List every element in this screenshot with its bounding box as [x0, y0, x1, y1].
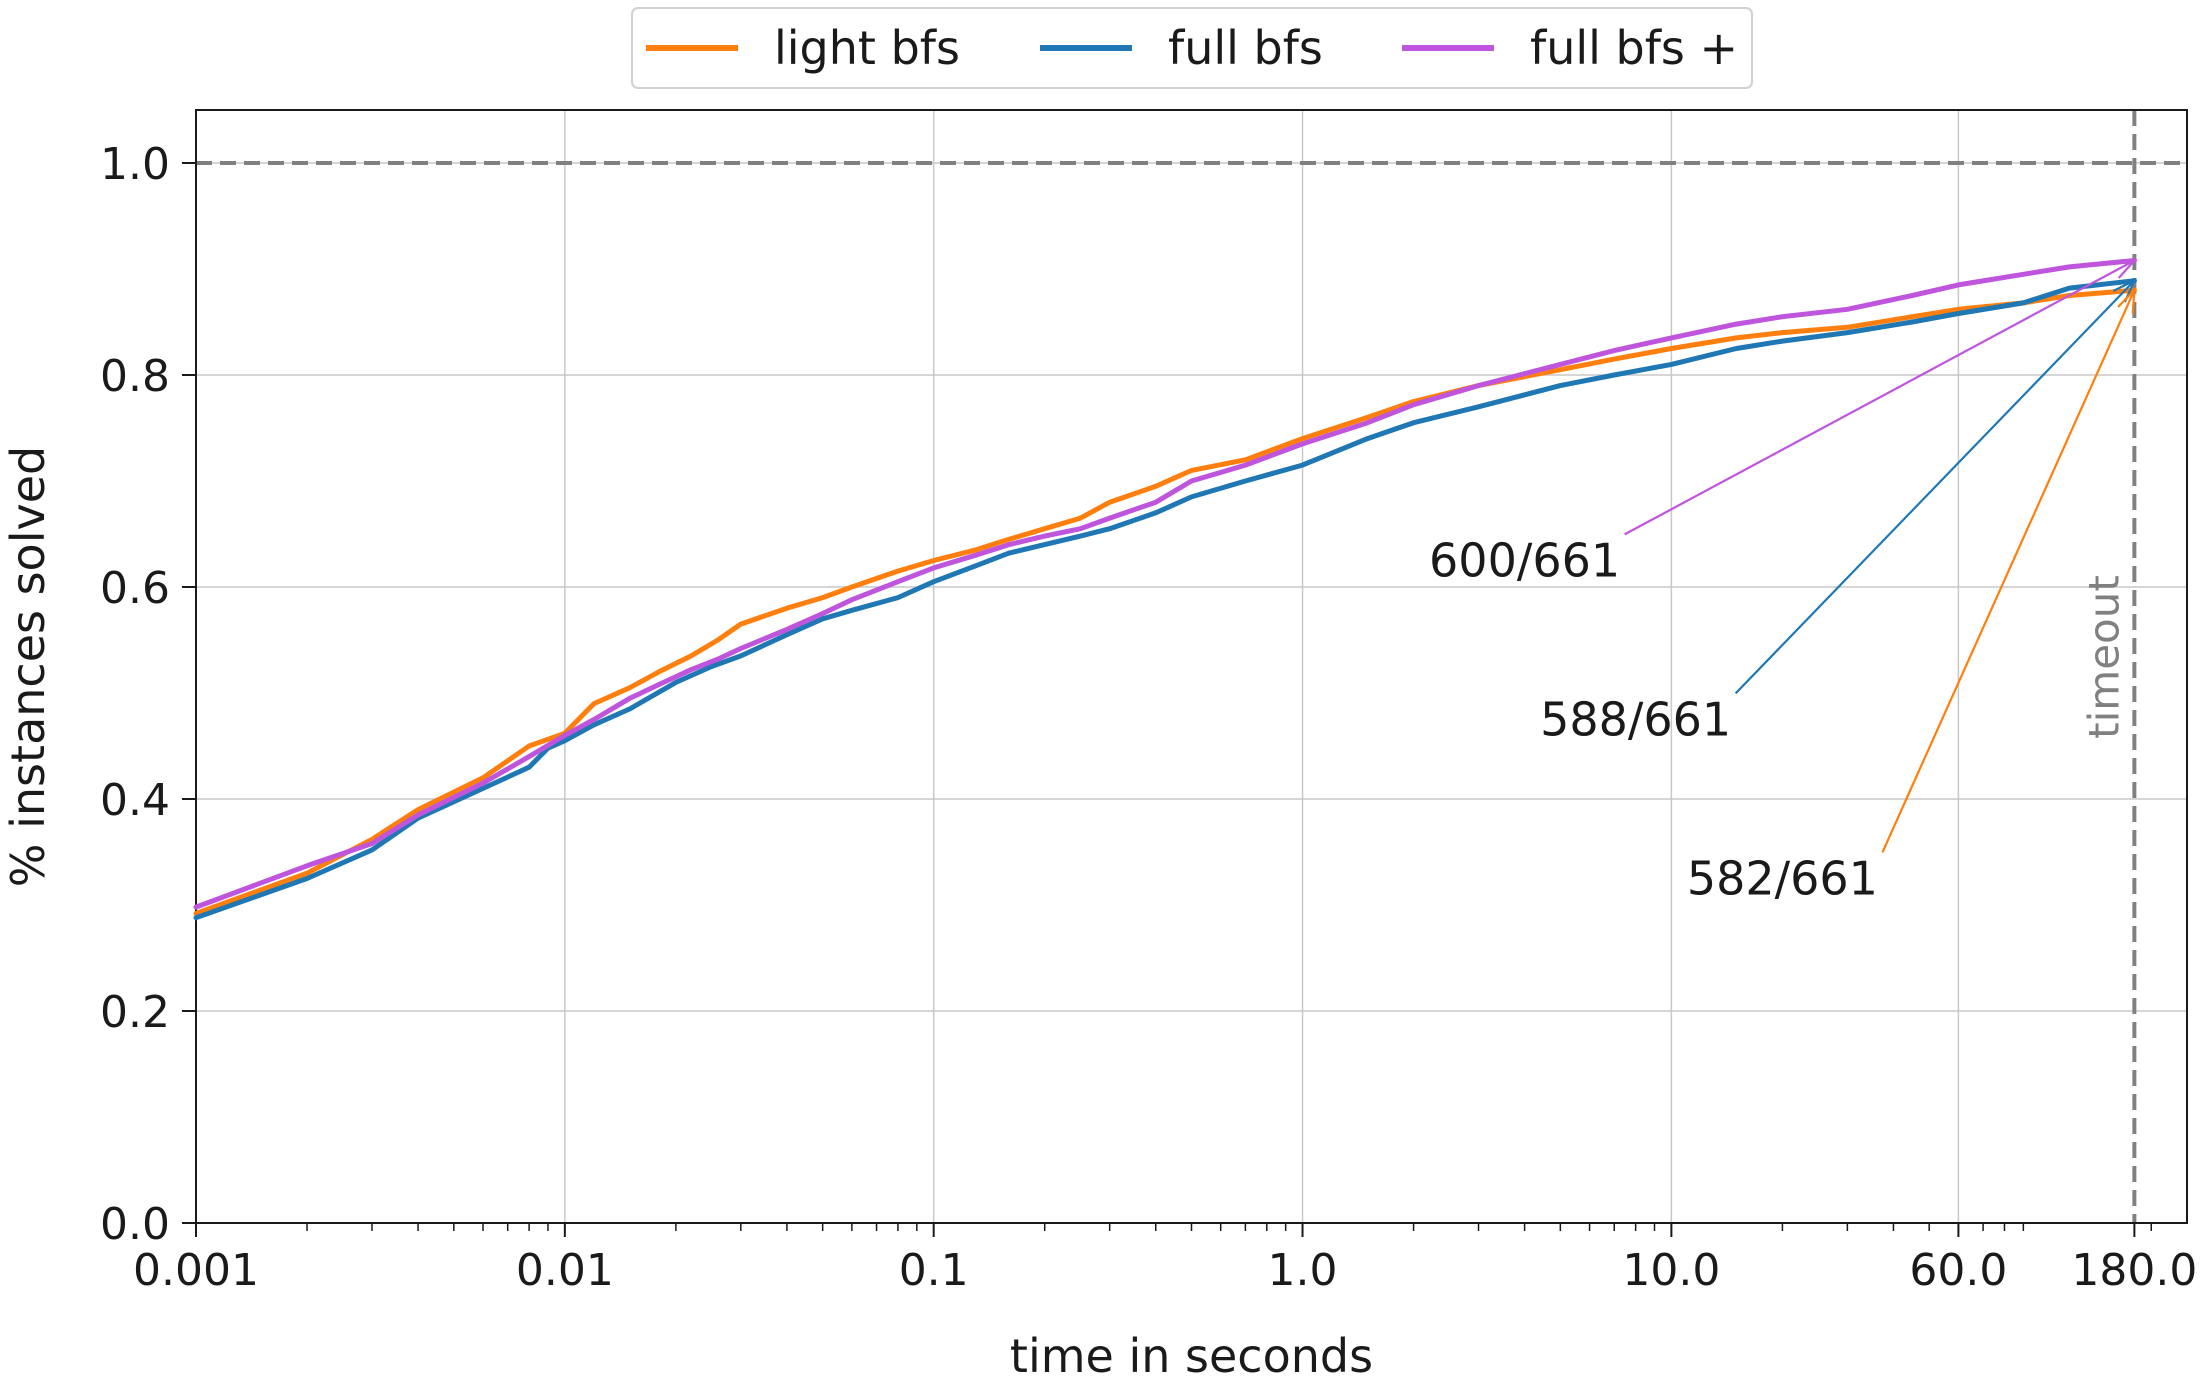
series-line-3: [193, 258, 2137, 910]
x-tick-label: 180.0: [2071, 1245, 2197, 1296]
annotation-label-3: 582/661: [1687, 851, 1878, 905]
y-tick-label: 0.2: [100, 987, 170, 1038]
y-tick-label: 0.0: [100, 1199, 170, 1250]
annotation-label-2: 588/661: [1540, 692, 1731, 746]
x-tick-label: 60.0: [1909, 1245, 2007, 1296]
y-tick-label: 0.6: [100, 563, 170, 614]
series-line-1: [193, 287, 2137, 916]
plot-frame: [195, 109, 2188, 1224]
legend-label-1: light bfs: [774, 21, 960, 75]
annotation-arrowhead-3: [2117, 287, 2136, 314]
timeout-label: timeout: [2079, 575, 2128, 739]
x-axis-label: time in seconds: [1010, 1329, 1373, 1383]
legend-label-2: full bfs: [1168, 21, 1323, 75]
y-tick-label: 0.4: [100, 775, 170, 826]
x-tick-label: 0.001: [133, 1245, 259, 1296]
annotation-label-1: 600/661: [1429, 533, 1620, 587]
x-tick-label: 10.0: [1622, 1245, 1720, 1296]
annotation-arrowhead-2: [2112, 278, 2137, 303]
x-tick-label: 0.01: [516, 1245, 614, 1296]
annotation-arrow-1: [1624, 259, 2135, 536]
y-tick-label: 1.0: [100, 139, 170, 190]
y-axis-label: % instances solved: [1, 446, 55, 887]
x-tick-label: 0.1: [899, 1245, 969, 1296]
x-tick-label: 1.0: [1268, 1245, 1338, 1296]
annotation-arrow-3: [1881, 289, 2136, 853]
annotation-arrow-2: [1734, 279, 2136, 695]
annotation-arrowhead-1: [2111, 258, 2138, 279]
legend-box: [631, 7, 1753, 89]
series-line-2: [193, 278, 2137, 921]
legend-label-3: full bfs +: [1530, 21, 1738, 75]
y-tick-label: 0.8: [100, 351, 170, 402]
